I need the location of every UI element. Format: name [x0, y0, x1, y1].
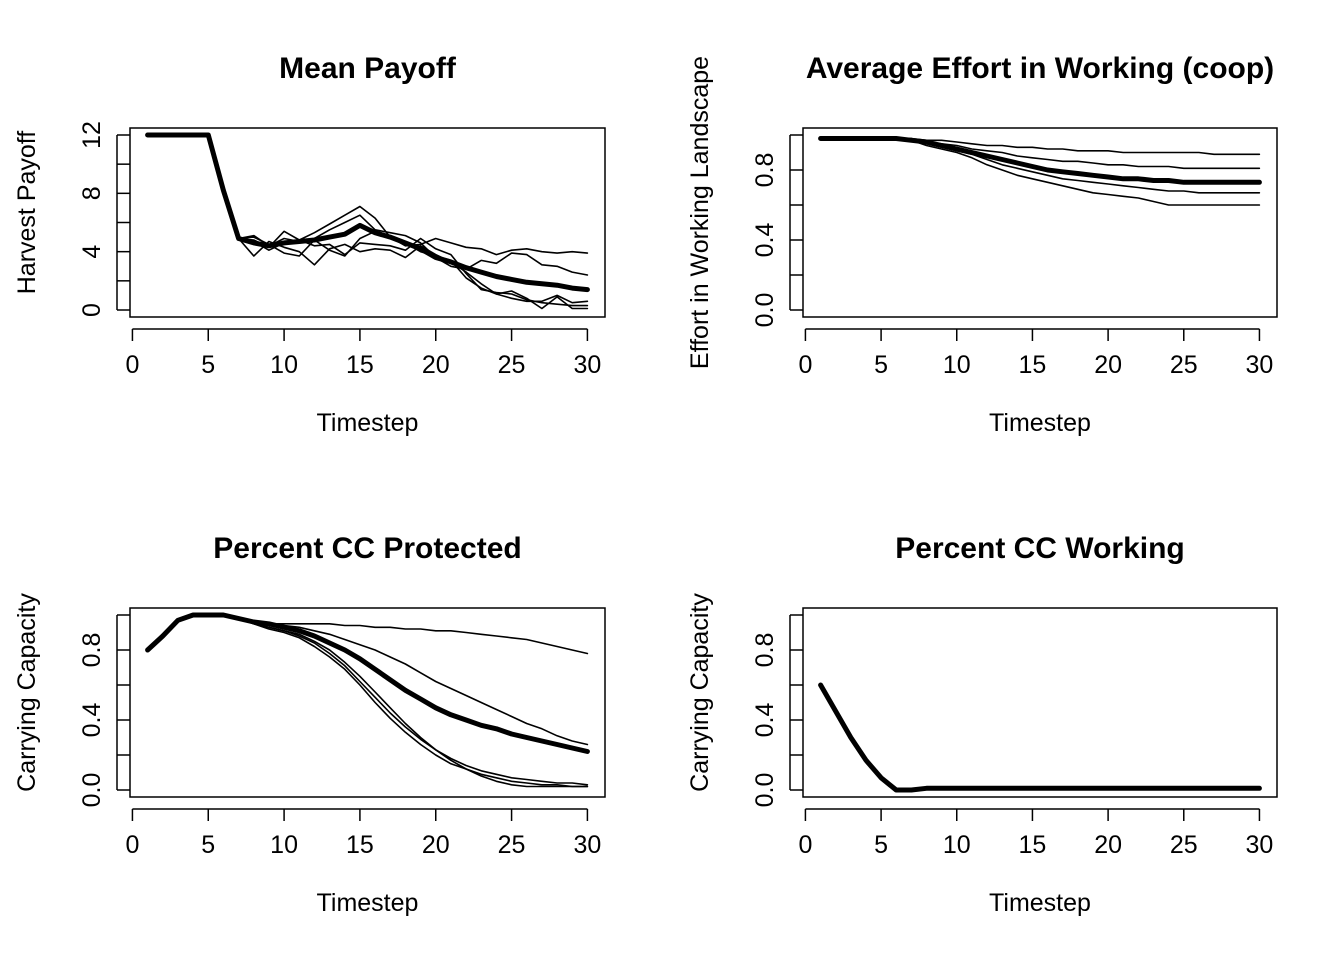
series-line-mean [145, 612, 590, 754]
x-tick-label: 20 [422, 351, 450, 379]
series-line-run-4 [146, 614, 589, 788]
x-tick-label: 20 [1094, 831, 1122, 859]
y-tick-label: 4 [78, 245, 106, 259]
x-tick-label: 10 [943, 351, 971, 379]
x-tick-label: 20 [422, 831, 450, 859]
x-tick-label: 0 [798, 351, 812, 379]
x-tick-label: 20 [1094, 351, 1122, 379]
series-group [818, 682, 1262, 793]
y-axis-label: Carrying Capacity [13, 593, 41, 792]
y-tick-label: 12 [78, 121, 106, 149]
chart-title: Average Effort in Working (coop) [806, 52, 1274, 85]
series-line-run-2 [819, 137, 1261, 170]
chart-panel-3: Percent CC Protected 0 5 10 15 20 25 30 Timestep… [13, 532, 606, 917]
chart-panel-1: Mean Payoff 0 5 10 15 20 25 30 Timestep 0 4 8 12 Harv… [13, 52, 606, 437]
y-axis-label: Harvest Payoff [13, 131, 41, 295]
y-axis-label: Carrying Capacity [686, 593, 714, 792]
x-tick-label: 25 [498, 831, 526, 859]
series-line-mean [818, 682, 1262, 793]
y-axis: 0.0 0.4 0.8 [751, 614, 803, 808]
y-tick-label: 0 [78, 303, 106, 317]
plot-frame [802, 607, 1278, 798]
series-line-mean [818, 136, 1262, 185]
x-tick-label: 5 [874, 351, 888, 379]
x-tick-label: 15 [346, 831, 374, 859]
x-axis: 0 5 10 15 20 25 30 [798, 328, 1274, 379]
x-axis: 0 5 10 15 20 25 30 [125, 808, 602, 859]
chart-panel-2: Average Effort in Working (coop) 0 5 10 15 20… [686, 52, 1278, 437]
x-tick-label: 5 [201, 351, 215, 379]
chart-title: Percent CC Protected [213, 532, 521, 565]
x-tick-label: 0 [798, 831, 812, 859]
series-group [818, 136, 1262, 206]
x-tick-label: 5 [201, 831, 215, 859]
series-group [145, 612, 590, 788]
series-line-run-5 [146, 614, 589, 788]
chart-title: Percent CC Working [895, 532, 1185, 565]
plot-frame [129, 607, 606, 798]
x-tick-label: 10 [270, 351, 298, 379]
y-tick-label: 0.8 [751, 633, 779, 668]
x-tick-label: 15 [346, 351, 374, 379]
y-tick-label: 0.0 [751, 773, 779, 808]
chart-title: Mean Payoff [279, 52, 457, 85]
x-tick-label: 30 [1246, 351, 1274, 379]
y-tick-label: 0.0 [78, 773, 106, 808]
series-line-run-3 [146, 614, 589, 786]
x-tick-label: 30 [574, 831, 602, 859]
x-axis-label: Timestep [317, 889, 419, 917]
x-tick-label: 15 [1019, 831, 1047, 859]
y-axis: 0.0 0.4 0.8 [751, 134, 803, 328]
plot-frame [802, 127, 1278, 318]
y-tick-label: 0.4 [751, 223, 779, 258]
x-tick-label: 30 [574, 351, 602, 379]
y-axis-label: Effort in Working Landscape [686, 56, 714, 369]
y-tick-label: 0.4 [78, 703, 106, 738]
x-axis-label: Timestep [989, 889, 1091, 917]
y-tick-label: 0.0 [751, 293, 779, 328]
chart-panel-4: Percent CC Working 0 5 10 15 20 25 30 Timestep 0.… [686, 532, 1278, 917]
x-tick-label: 5 [874, 831, 888, 859]
x-tick-label: 25 [498, 351, 526, 379]
series-line-mean [145, 132, 590, 293]
series-line-run-2 [146, 614, 589, 746]
y-tick-label: 8 [78, 186, 106, 200]
x-tick-label: 25 [1170, 351, 1198, 379]
x-axis-label: Timestep [317, 409, 419, 437]
y-axis: 0 4 8 12 [78, 121, 130, 317]
y-tick-label: 0.8 [751, 153, 779, 188]
x-tick-label: 10 [270, 831, 298, 859]
x-axis: 0 5 10 15 20 25 30 [798, 808, 1274, 859]
x-tick-label: 15 [1019, 351, 1047, 379]
x-tick-label: 0 [125, 351, 139, 379]
y-axis: 0.0 0.4 0.8 [78, 614, 130, 808]
x-axis: 0 5 10 15 20 25 30 [125, 328, 602, 379]
y-tick-label: 0.8 [78, 633, 106, 668]
x-tick-label: 10 [943, 831, 971, 859]
x-axis-label: Timestep [989, 409, 1091, 437]
x-tick-label: 30 [1246, 831, 1274, 859]
y-tick-label: 0.4 [751, 703, 779, 738]
x-tick-label: 25 [1170, 831, 1198, 859]
x-tick-label: 0 [125, 831, 139, 859]
series-group [145, 132, 590, 310]
